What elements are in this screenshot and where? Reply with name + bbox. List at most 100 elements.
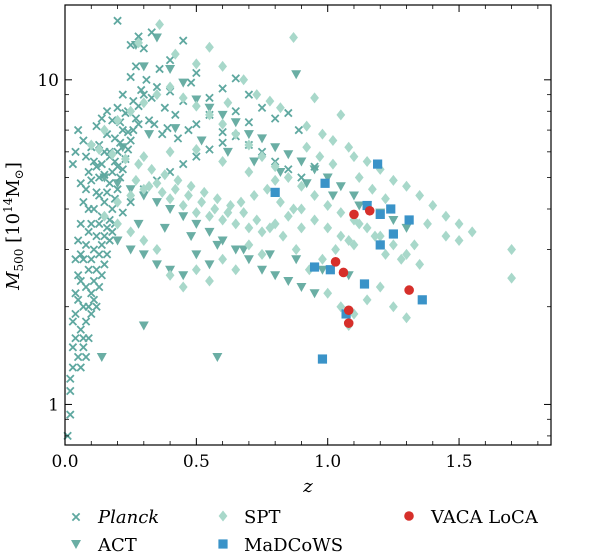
data-point-spt [231, 218, 241, 230]
data-point-spt [199, 186, 209, 198]
data-point-spt [170, 183, 180, 195]
data-point-spt [155, 19, 164, 31]
data-point-planck [113, 16, 122, 26]
data-point-act [151, 260, 162, 270]
data-point-spt [144, 180, 154, 192]
data-point-planck [92, 162, 101, 171]
data-point-spt [415, 258, 425, 270]
data-point-spt [173, 174, 183, 186]
data-point-spt [191, 58, 201, 70]
data-point-planck [105, 236, 114, 245]
data-point-madcows [417, 295, 427, 305]
data-point-act [317, 265, 328, 275]
data-point-madcows [270, 187, 280, 197]
data-point-act [354, 201, 365, 211]
data-point-spt [86, 139, 96, 151]
data-point-spt [310, 214, 319, 226]
data-point-spt [252, 214, 262, 226]
x-tick-label: 1.5 [446, 452, 473, 472]
data-point-planck [108, 227, 117, 237]
data-point-planck [102, 107, 112, 116]
x-tick-label: 1.0 [314, 452, 341, 472]
data-point-act [309, 165, 320, 175]
data-point-spt [165, 269, 175, 281]
data-point-act [165, 64, 176, 74]
data-point-spt [354, 172, 364, 184]
data-point-planck [270, 114, 280, 123]
data-point-planck [79, 255, 88, 264]
data-point-madcows [404, 215, 414, 225]
data-point-vaca [343, 318, 354, 328]
data-point-spt [323, 287, 333, 299]
data-point-planck [126, 197, 135, 207]
data-point-spt [197, 196, 207, 208]
data-point-planck [68, 317, 78, 326]
data-point-spt [239, 207, 249, 219]
data-point-planck [100, 197, 109, 207]
data-point-spt [94, 143, 104, 155]
plot-area [63, 16, 516, 441]
data-point-act [388, 215, 399, 225]
data-point-planck [89, 295, 99, 305]
data-point-spt [388, 239, 398, 251]
data-point-act [212, 353, 223, 363]
data-point-spt [191, 207, 201, 219]
legend-symbol-madcows [218, 539, 228, 549]
data-point-spt [402, 180, 411, 192]
data-point-planck [89, 157, 99, 166]
data-point-madcows [386, 204, 396, 214]
data-point-planck [73, 125, 83, 135]
data-point-act [165, 204, 176, 214]
data-point-planck [97, 240, 107, 250]
data-point-spt [362, 222, 372, 234]
legend-symbol-vaca [404, 511, 414, 521]
data-point-act [178, 78, 189, 88]
data-point-planck [66, 374, 75, 383]
data-point-planck [79, 343, 88, 352]
data-point-act [283, 277, 294, 287]
data-point-planck [97, 271, 107, 280]
data-point-planck [81, 185, 91, 194]
data-point-planck [73, 295, 83, 305]
data-point-spt [302, 141, 312, 153]
data-point-spt [507, 272, 516, 284]
data-point-spt [218, 214, 228, 226]
data-point-planck [178, 36, 188, 45]
data-point-planck [131, 62, 141, 71]
data-point-planck [94, 219, 104, 229]
x-tick-label: 0.5 [183, 452, 210, 472]
data-point-planck [178, 159, 188, 169]
data-point-planck [71, 289, 80, 298]
legend-label-act: ACT [97, 535, 137, 556]
data-point-spt [402, 312, 411, 324]
data-point-planck [147, 28, 156, 37]
data-point-spt [428, 200, 438, 212]
data-point-spt [107, 148, 117, 160]
data-point-spt [375, 281, 385, 293]
data-point-spt [336, 301, 346, 313]
data-point-planck [100, 170, 109, 179]
data-point-planck [231, 74, 240, 83]
y-label-bracket-open: [10 [3, 213, 24, 243]
data-point-planck [144, 116, 154, 125]
data-point-planck [79, 197, 88, 207]
data-point-planck [118, 208, 128, 217]
data-point-spt [223, 97, 233, 109]
data-point-spt [205, 41, 214, 53]
data-point-planck [118, 125, 128, 135]
data-point-spt [289, 32, 298, 44]
data-point-spt [302, 120, 312, 132]
series-spt [86, 19, 516, 332]
data-point-act [264, 250, 275, 260]
data-point-spt [349, 239, 359, 251]
data-point-vaca [330, 257, 341, 267]
data-point-spt [381, 248, 390, 260]
data-point-spt [297, 222, 306, 234]
legend-item-act: ACT [71, 535, 137, 556]
data-point-spt [131, 174, 141, 186]
data-point-act [159, 223, 170, 233]
data-point-act [327, 191, 338, 201]
data-point-spt [205, 109, 214, 121]
data-point-planck [84, 204, 93, 214]
data-point-planck [100, 260, 109, 269]
